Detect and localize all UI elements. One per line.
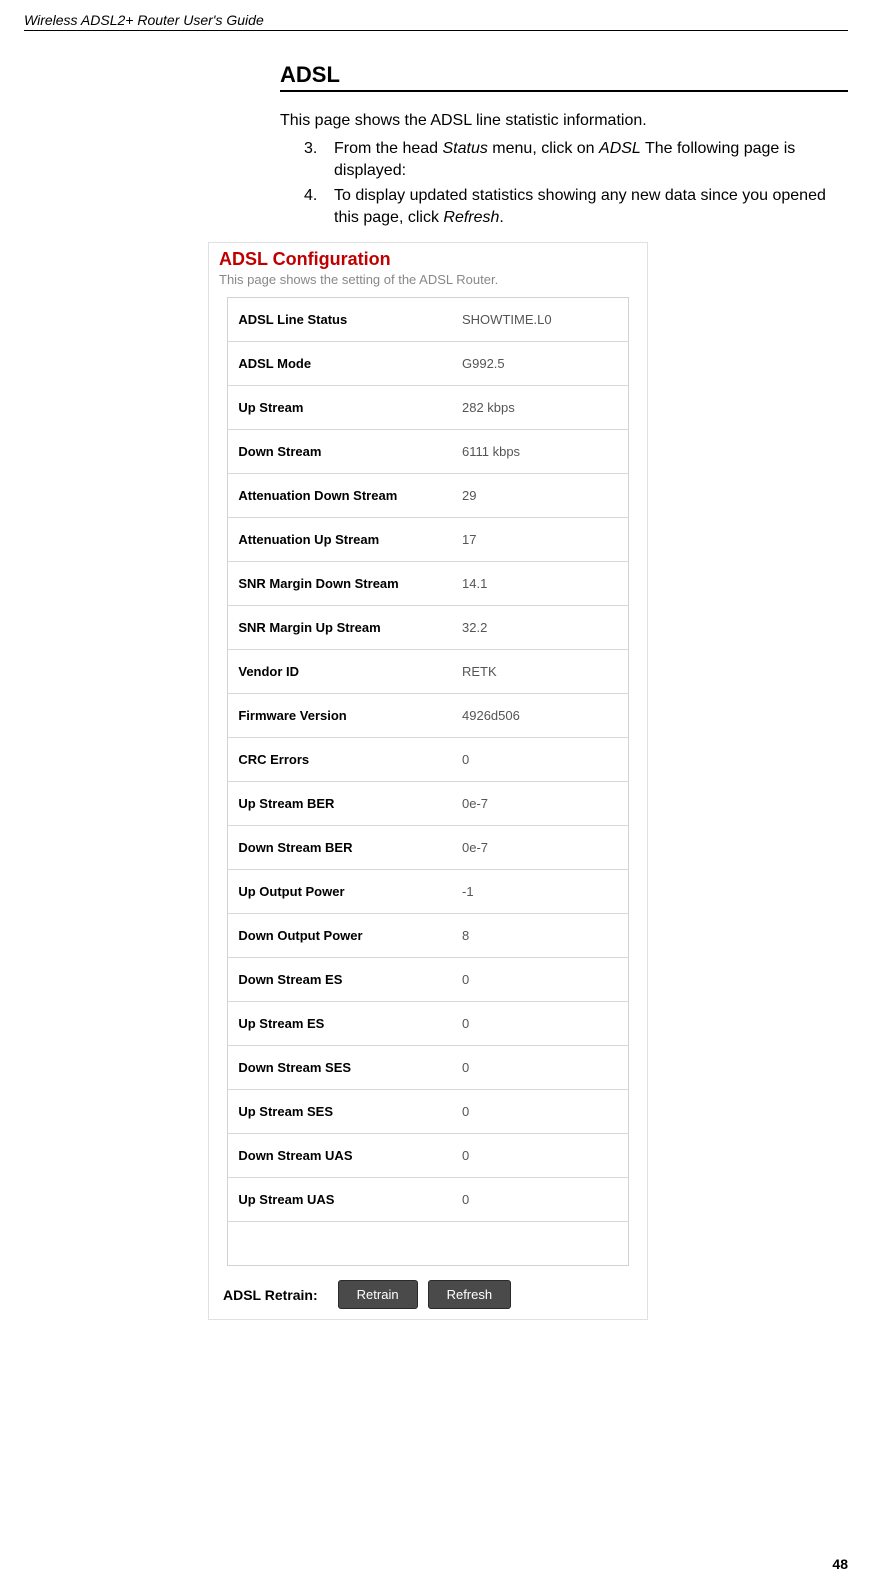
list-text: To display updated statistics showing an… xyxy=(334,185,848,228)
table-row: Up Stream UAS0 xyxy=(228,1178,628,1222)
table-row: Attenuation Down Stream29 xyxy=(228,474,628,518)
stat-value: RETK xyxy=(452,650,628,694)
list-number: 3. xyxy=(304,138,334,181)
table-row-empty xyxy=(228,1222,628,1266)
stat-label: SNR Margin Up Stream xyxy=(228,606,452,650)
refresh-button[interactable]: Refresh xyxy=(428,1280,512,1309)
text-fragment: . xyxy=(499,209,503,226)
stat-label: CRC Errors xyxy=(228,738,452,782)
list-item-3: 3. From the head Status menu, click on A… xyxy=(304,138,848,181)
intro-text: This page shows the ADSL line statistic … xyxy=(280,112,848,130)
stat-label: Down Stream BER xyxy=(228,826,452,870)
stat-value: G992.5 xyxy=(452,342,628,386)
stat-value: 14.1 xyxy=(452,562,628,606)
stat-label: Attenuation Up Stream xyxy=(228,518,452,562)
table-row: Attenuation Up Stream17 xyxy=(228,518,628,562)
stat-value: 29 xyxy=(452,474,628,518)
stat-value: 4926d506 xyxy=(452,694,628,738)
text-fragment: menu, click on xyxy=(488,140,599,157)
italic-status: Status xyxy=(443,140,488,157)
text-fragment: From the head xyxy=(334,140,443,157)
table-row: SNR Margin Down Stream14.1 xyxy=(228,562,628,606)
stat-value: 32.2 xyxy=(452,606,628,650)
table-row: Down Stream UAS0 xyxy=(228,1134,628,1178)
content-block: ADSL This page shows the ADSL line stati… xyxy=(280,62,848,232)
stat-value: 0 xyxy=(452,738,628,782)
list-text: From the head Status menu, click on ADSL… xyxy=(334,138,848,181)
stat-label: Firmware Version xyxy=(228,694,452,738)
stat-value: 0 xyxy=(452,1090,628,1134)
stat-label: ADSL Line Status xyxy=(228,298,452,342)
stat-label: Down Stream SES xyxy=(228,1046,452,1090)
stat-value: 0e-7 xyxy=(452,782,628,826)
list-number: 4. xyxy=(304,185,334,228)
table-row: CRC Errors0 xyxy=(228,738,628,782)
table-row: Down Stream6111 kbps xyxy=(228,430,628,474)
stat-value: 0 xyxy=(452,1002,628,1046)
stat-label: ADSL Mode xyxy=(228,342,452,386)
stat-label: Up Stream xyxy=(228,386,452,430)
table-row: Firmware Version4926d506 xyxy=(228,694,628,738)
adsl-config-panel: ADSL Configuration This page shows the s… xyxy=(208,242,648,1320)
stat-label: Up Stream SES xyxy=(228,1090,452,1134)
italic-adsl: ADSL xyxy=(599,140,641,157)
empty-cell xyxy=(228,1222,628,1266)
table-row: SNR Margin Up Stream32.2 xyxy=(228,606,628,650)
stat-label: Up Stream UAS xyxy=(228,1178,452,1222)
adsl-stats-table: ADSL Line StatusSHOWTIME.L0ADSL ModeG992… xyxy=(227,297,628,1266)
page-number: 48 xyxy=(832,1556,848,1572)
table-row: Up Stream ES0 xyxy=(228,1002,628,1046)
retrain-label: ADSL Retrain: xyxy=(223,1287,318,1303)
stat-label: Vendor ID xyxy=(228,650,452,694)
table-row: Up Stream282 kbps xyxy=(228,386,628,430)
text-fragment: To display updated statistics showing an… xyxy=(334,187,826,226)
stat-value: 0e-7 xyxy=(452,826,628,870)
doc-header: Wireless ADSL2+ Router User's Guide xyxy=(24,12,264,28)
stat-value: 0 xyxy=(452,1046,628,1090)
table-row: Down Stream SES0 xyxy=(228,1046,628,1090)
stat-label: Down Stream xyxy=(228,430,452,474)
stat-value: SHOWTIME.L0 xyxy=(452,298,628,342)
panel-title: ADSL Configuration xyxy=(219,249,637,270)
stat-value: 0 xyxy=(452,958,628,1002)
stat-label: SNR Margin Down Stream xyxy=(228,562,452,606)
retrain-button[interactable]: Retrain xyxy=(338,1280,418,1309)
table-row: Up Stream SES0 xyxy=(228,1090,628,1134)
stat-label: Down Stream ES xyxy=(228,958,452,1002)
table-row: Down Stream BER0e-7 xyxy=(228,826,628,870)
stat-value: 282 kbps xyxy=(452,386,628,430)
stat-value: 0 xyxy=(452,1134,628,1178)
table-row: Down Stream ES0 xyxy=(228,958,628,1002)
list-item-4: 4. To display updated statistics showing… xyxy=(304,185,848,228)
stat-label: Up Output Power xyxy=(228,870,452,914)
table-row: ADSL Line StatusSHOWTIME.L0 xyxy=(228,298,628,342)
table-row: Vendor IDRETK xyxy=(228,650,628,694)
table-row: Up Output Power-1 xyxy=(228,870,628,914)
numbered-list: 3. From the head Status menu, click on A… xyxy=(304,138,848,228)
table-row: ADSL ModeG992.5 xyxy=(228,342,628,386)
stat-value: 8 xyxy=(452,914,628,958)
stat-label: Down Stream UAS xyxy=(228,1134,452,1178)
panel-subtitle: This page shows the setting of the ADSL … xyxy=(219,272,637,287)
stat-label: Up Stream BER xyxy=(228,782,452,826)
stat-label: Attenuation Down Stream xyxy=(228,474,452,518)
table-row: Down Output Power8 xyxy=(228,914,628,958)
stat-value: -1 xyxy=(452,870,628,914)
stat-value: 6111 kbps xyxy=(452,430,628,474)
section-heading-adsl: ADSL xyxy=(280,62,848,92)
italic-refresh: Refresh xyxy=(443,209,499,226)
table-row: Up Stream BER0e-7 xyxy=(228,782,628,826)
stat-value: 17 xyxy=(452,518,628,562)
retrain-row: ADSL Retrain: Retrain Refresh xyxy=(219,1280,637,1309)
stat-label: Down Output Power xyxy=(228,914,452,958)
header-divider xyxy=(24,30,848,31)
stat-label: Up Stream ES xyxy=(228,1002,452,1046)
stat-value: 0 xyxy=(452,1178,628,1222)
